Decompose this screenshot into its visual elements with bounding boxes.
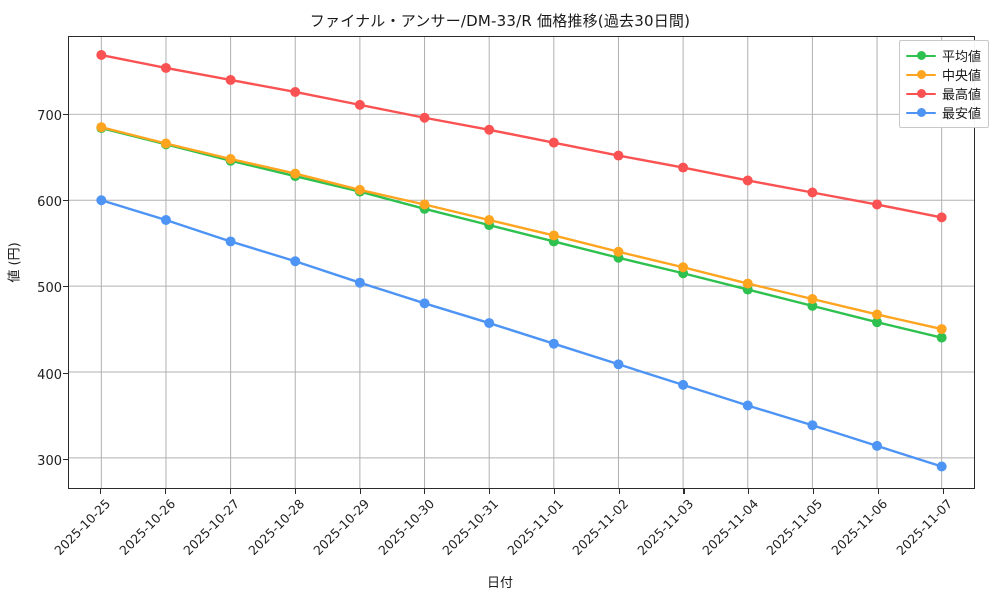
x-axis-tick-mark	[359, 489, 361, 494]
legend-label: 平均値	[941, 50, 981, 65]
data-point-marker	[419, 298, 430, 309]
data-point-marker	[225, 154, 236, 164]
data-point-marker	[225, 74, 236, 85]
x-axis-tick-mark	[618, 489, 620, 494]
x-axis-tick-mark	[100, 489, 102, 494]
legend-swatch-icon	[905, 50, 936, 62]
data-point-marker	[742, 278, 753, 289]
data-point-marker	[290, 87, 301, 97]
data-point-marker	[807, 300, 818, 311]
x-axis-label: 日付	[486, 576, 513, 591]
legend-item[interactable]: 最高値	[905, 84, 981, 103]
legend-item[interactable]: 中央値	[905, 65, 981, 84]
x-axis-tick-mark	[877, 489, 879, 494]
data-point-marker	[96, 50, 107, 61]
data-point-marker	[742, 400, 753, 411]
data-point-marker	[548, 338, 559, 349]
y-axis-label: 値 (円)	[7, 242, 23, 283]
data-point-marker	[807, 187, 818, 198]
y-axis-tick-mark	[63, 458, 68, 460]
y-axis-tick-label: 300	[37, 453, 62, 469]
chart-legend: 平均値中央値最高値最安値	[898, 40, 989, 128]
data-point-marker	[290, 256, 301, 267]
data-point-marker	[678, 262, 689, 273]
data-point-marker	[613, 246, 624, 257]
x-axis-tick-mark	[683, 489, 685, 494]
data-point-marker	[548, 137, 559, 148]
data-point-marker	[484, 124, 495, 135]
data-point-marker	[872, 440, 883, 451]
data-point-marker	[96, 195, 107, 206]
legend-swatch-icon	[905, 107, 936, 119]
data-point-marker	[678, 162, 689, 173]
x-axis-tick-mark	[294, 489, 296, 494]
y-axis-tick-label: 500	[37, 281, 62, 297]
data-point-marker	[354, 277, 365, 288]
y-axis-tick-mark	[63, 372, 68, 374]
legend-label: 中央値	[941, 69, 981, 84]
data-point-marker	[548, 230, 559, 241]
y-axis-tick-mark	[63, 199, 68, 202]
data-point-marker	[96, 122, 107, 133]
y-axis-tick-label: 700	[37, 108, 62, 124]
y-axis-tick-label: 400	[37, 367, 62, 383]
data-point-marker	[613, 359, 624, 370]
data-point-marker	[484, 214, 495, 225]
data-point-marker	[160, 214, 171, 225]
x-axis-tick-mark	[748, 489, 750, 494]
x-axis-tick-mark	[229, 489, 232, 494]
data-point-marker	[872, 317, 883, 328]
x-axis-tick-mark	[424, 489, 426, 494]
series-line	[100, 53, 943, 219]
y-axis-label-container: 値 (円)	[0, 0, 23, 600]
data-point-marker	[290, 168, 301, 179]
data-point-marker	[354, 184, 365, 195]
x-axis-tick-mark	[813, 489, 815, 494]
chart-title: ファイナル・アンサー/DM-33/R 価格推移(過去30日間)	[309, 12, 691, 30]
data-point-marker	[872, 199, 883, 210]
data-point-marker	[354, 99, 365, 110]
series-line	[100, 199, 943, 468]
y-axis-tick-label: 600	[37, 194, 62, 210]
data-series-layer	[96, 50, 947, 472]
y-axis-tick-mark	[63, 113, 68, 115]
x-axis-tick-mark	[489, 489, 491, 494]
data-point-marker	[484, 318, 495, 329]
data-point-marker	[742, 175, 753, 186]
data-point-marker	[225, 236, 236, 247]
data-point-marker	[419, 112, 430, 123]
x-axis-tick-mark	[165, 489, 167, 494]
x-axis-tick-mark	[942, 489, 944, 494]
legend-label: 最安値	[941, 107, 981, 122]
legend-swatch-icon	[905, 69, 936, 81]
data-point-marker	[936, 461, 947, 472]
data-point-marker	[807, 294, 818, 304]
legend-label: 最高値	[941, 88, 981, 103]
series-line	[100, 126, 943, 331]
legend-item[interactable]: 平均値	[905, 46, 981, 65]
plot-area	[68, 36, 975, 489]
data-point-marker	[936, 332, 947, 343]
data-point-marker	[419, 199, 430, 210]
data-point-marker	[678, 379, 689, 390]
data-point-marker	[936, 324, 947, 335]
data-point-marker	[936, 212, 947, 223]
y-axis-tick-mark	[63, 286, 68, 288]
series-line	[100, 126, 943, 339]
data-point-marker	[160, 138, 171, 149]
x-axis-tick-mark	[553, 489, 555, 494]
data-point-marker	[872, 309, 883, 320]
legend-swatch-icon	[905, 88, 936, 100]
legend-item[interactable]: 最安値	[905, 103, 981, 122]
data-point-marker	[807, 420, 818, 431]
data-point-marker	[613, 150, 624, 161]
data-point-marker	[160, 62, 171, 73]
